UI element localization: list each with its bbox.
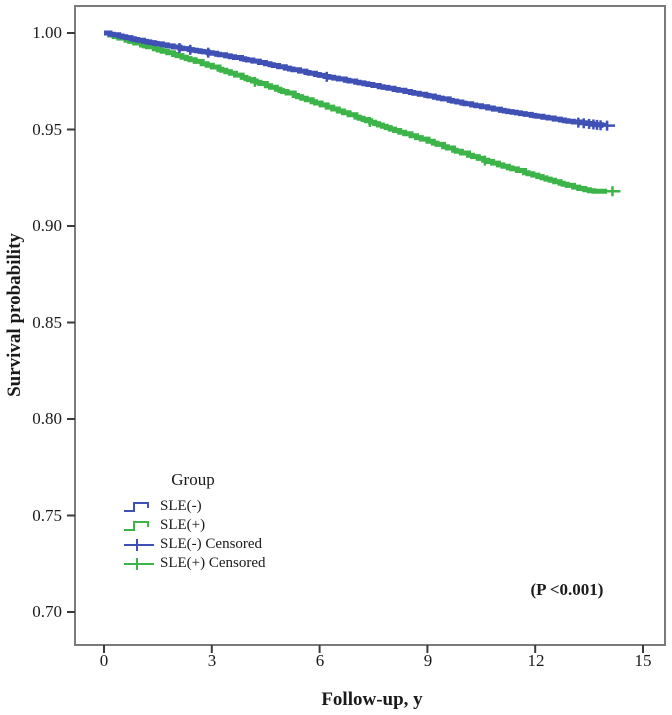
legend-label: SLE(+) <box>160 517 206 533</box>
x-tick-label: 15 <box>634 651 652 670</box>
y-tick-label: 0.80 <box>32 409 62 428</box>
legend-label: SLE(-) Censored <box>160 536 263 552</box>
legend-item-sle-pos-censored: SLE(+) Censored <box>123 554 266 573</box>
x-tick-label: 6 <box>315 651 325 670</box>
y-tick-label: 0.70 <box>32 602 62 621</box>
x-tick-label: 3 <box>207 651 217 670</box>
legend-item-sle-neg: SLE(-) <box>123 497 266 516</box>
x-tick-label: 9 <box>423 651 433 670</box>
step-line-icon <box>124 501 149 512</box>
legend-label: SLE(-) <box>160 498 202 514</box>
step-line-icon <box>124 520 149 531</box>
y-axis-title: Survival probability <box>4 233 25 397</box>
survival-curve-SLE(-) <box>104 30 606 128</box>
legend-item-sle-pos: SLE(+) <box>123 516 266 535</box>
x-axis-title: Follow-up, y <box>321 689 423 710</box>
y-tick-label: 0.75 <box>32 506 62 525</box>
censored-plus-icon <box>124 557 154 570</box>
y-tick-label: 1.00 <box>32 23 62 42</box>
legend-title: Group <box>171 470 215 489</box>
censored-plus-icon <box>124 538 154 551</box>
legend: Group SLE(-) SLE(+) SLE(-) Censored SLE(… <box>123 470 266 573</box>
y-tick-label: 0.90 <box>32 216 62 235</box>
legend-item-sle-neg-censored: SLE(-) Censored <box>123 535 266 554</box>
y-tick-label: 0.95 <box>32 120 62 139</box>
x-tick-label: 0 <box>99 651 109 670</box>
legend-label: SLE(+) Censored <box>160 555 266 571</box>
y-tick-label: 0.85 <box>32 313 62 332</box>
survival-curve-SLE(+) <box>104 30 608 194</box>
p-value-annotation: (P <0.001) <box>530 580 604 599</box>
x-tick-label: 12 <box>527 651 545 670</box>
plot-border <box>74 5 666 646</box>
